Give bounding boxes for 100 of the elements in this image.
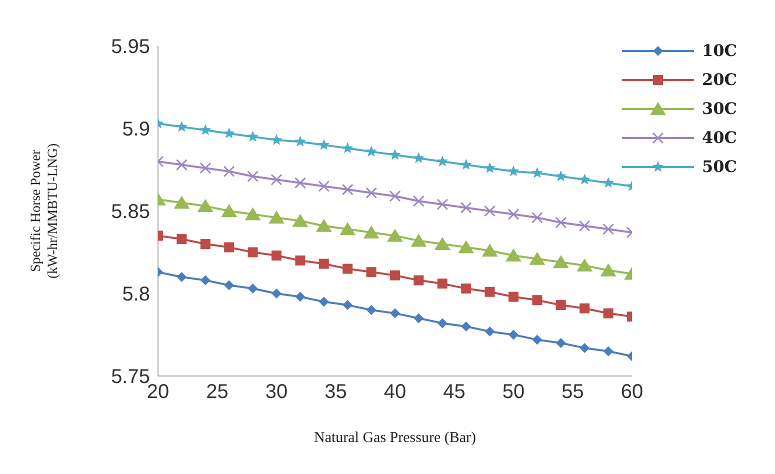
point <box>437 318 448 328</box>
point <box>340 222 356 236</box>
point <box>270 134 282 145</box>
point <box>436 156 448 166</box>
y-tick-label: 5.8 <box>122 284 150 306</box>
point <box>366 146 378 156</box>
x-tick-label: 60 <box>620 381 644 404</box>
point <box>602 176 614 188</box>
point <box>578 174 590 185</box>
point <box>224 280 234 290</box>
point <box>342 184 354 196</box>
legend-label: 20C <box>702 70 737 89</box>
point <box>247 170 259 182</box>
point <box>295 292 306 302</box>
legend-label: 50C <box>702 157 737 176</box>
point <box>603 346 614 356</box>
point <box>176 120 188 132</box>
point <box>484 162 496 173</box>
x-tick-label: 20 <box>146 381 170 404</box>
x-axis-title: Natural Gas Pressure (Bar) <box>314 430 476 446</box>
y-tick-label: 5.95 <box>111 36 150 58</box>
point <box>576 258 593 272</box>
point <box>532 295 542 306</box>
legend-label: 40C <box>702 128 737 147</box>
x-tick-label: 40 <box>384 381 406 404</box>
point <box>248 247 258 258</box>
x-tick-label: 25 <box>206 381 228 404</box>
point <box>268 210 284 224</box>
point <box>316 218 332 232</box>
x-tick-label: 30 <box>265 381 288 404</box>
point <box>223 166 235 178</box>
point <box>508 330 518 340</box>
point <box>461 322 472 332</box>
point <box>484 326 495 336</box>
point <box>270 174 282 186</box>
point <box>412 152 424 164</box>
point <box>555 216 567 228</box>
point <box>248 284 258 294</box>
point <box>200 162 212 174</box>
point <box>342 300 353 310</box>
point <box>532 334 542 345</box>
point <box>389 190 401 202</box>
point <box>318 258 329 269</box>
point <box>176 159 188 171</box>
point <box>556 300 566 310</box>
point <box>294 136 306 147</box>
point <box>482 244 498 257</box>
point <box>292 214 308 227</box>
legend-label: 30C <box>702 99 737 118</box>
point <box>389 148 401 160</box>
point <box>578 220 590 232</box>
point <box>272 288 282 298</box>
point <box>342 264 353 274</box>
point <box>318 180 330 192</box>
point <box>460 202 472 214</box>
point <box>366 267 376 278</box>
x-tick-label: 45 <box>443 381 466 404</box>
point <box>366 305 376 315</box>
point <box>294 177 306 189</box>
point <box>390 270 400 280</box>
point <box>363 225 380 238</box>
point <box>410 234 427 247</box>
point <box>221 204 238 217</box>
point <box>529 252 546 265</box>
point <box>412 195 424 207</box>
point <box>437 278 448 289</box>
point <box>197 199 214 212</box>
point <box>531 167 543 178</box>
point <box>484 205 496 217</box>
point <box>434 237 450 250</box>
point <box>461 284 472 294</box>
point <box>390 308 400 318</box>
x-tick-label: 35 <box>324 381 347 404</box>
point <box>600 263 616 276</box>
legend-label: 10C <box>702 41 737 60</box>
point <box>174 196 190 209</box>
point <box>223 127 235 138</box>
point <box>506 248 522 262</box>
point <box>176 272 187 282</box>
point <box>387 228 403 242</box>
point <box>436 198 448 210</box>
y-tick-label: 5.9 <box>122 118 150 141</box>
point <box>531 212 543 224</box>
point <box>580 342 590 353</box>
point <box>272 250 282 261</box>
point <box>603 308 614 318</box>
point <box>458 240 474 254</box>
point <box>580 303 590 314</box>
x-tick-label: 50 <box>502 381 525 404</box>
point <box>244 207 261 220</box>
point <box>200 275 210 286</box>
point <box>414 275 424 286</box>
point <box>414 313 424 324</box>
point <box>555 170 567 182</box>
point <box>552 255 569 268</box>
point <box>295 256 306 266</box>
point <box>176 234 187 244</box>
point <box>247 130 259 142</box>
point <box>556 338 566 348</box>
y-axis-title: Specific Horse Power (kW-hr/MMBTU-LNG) <box>29 143 61 279</box>
